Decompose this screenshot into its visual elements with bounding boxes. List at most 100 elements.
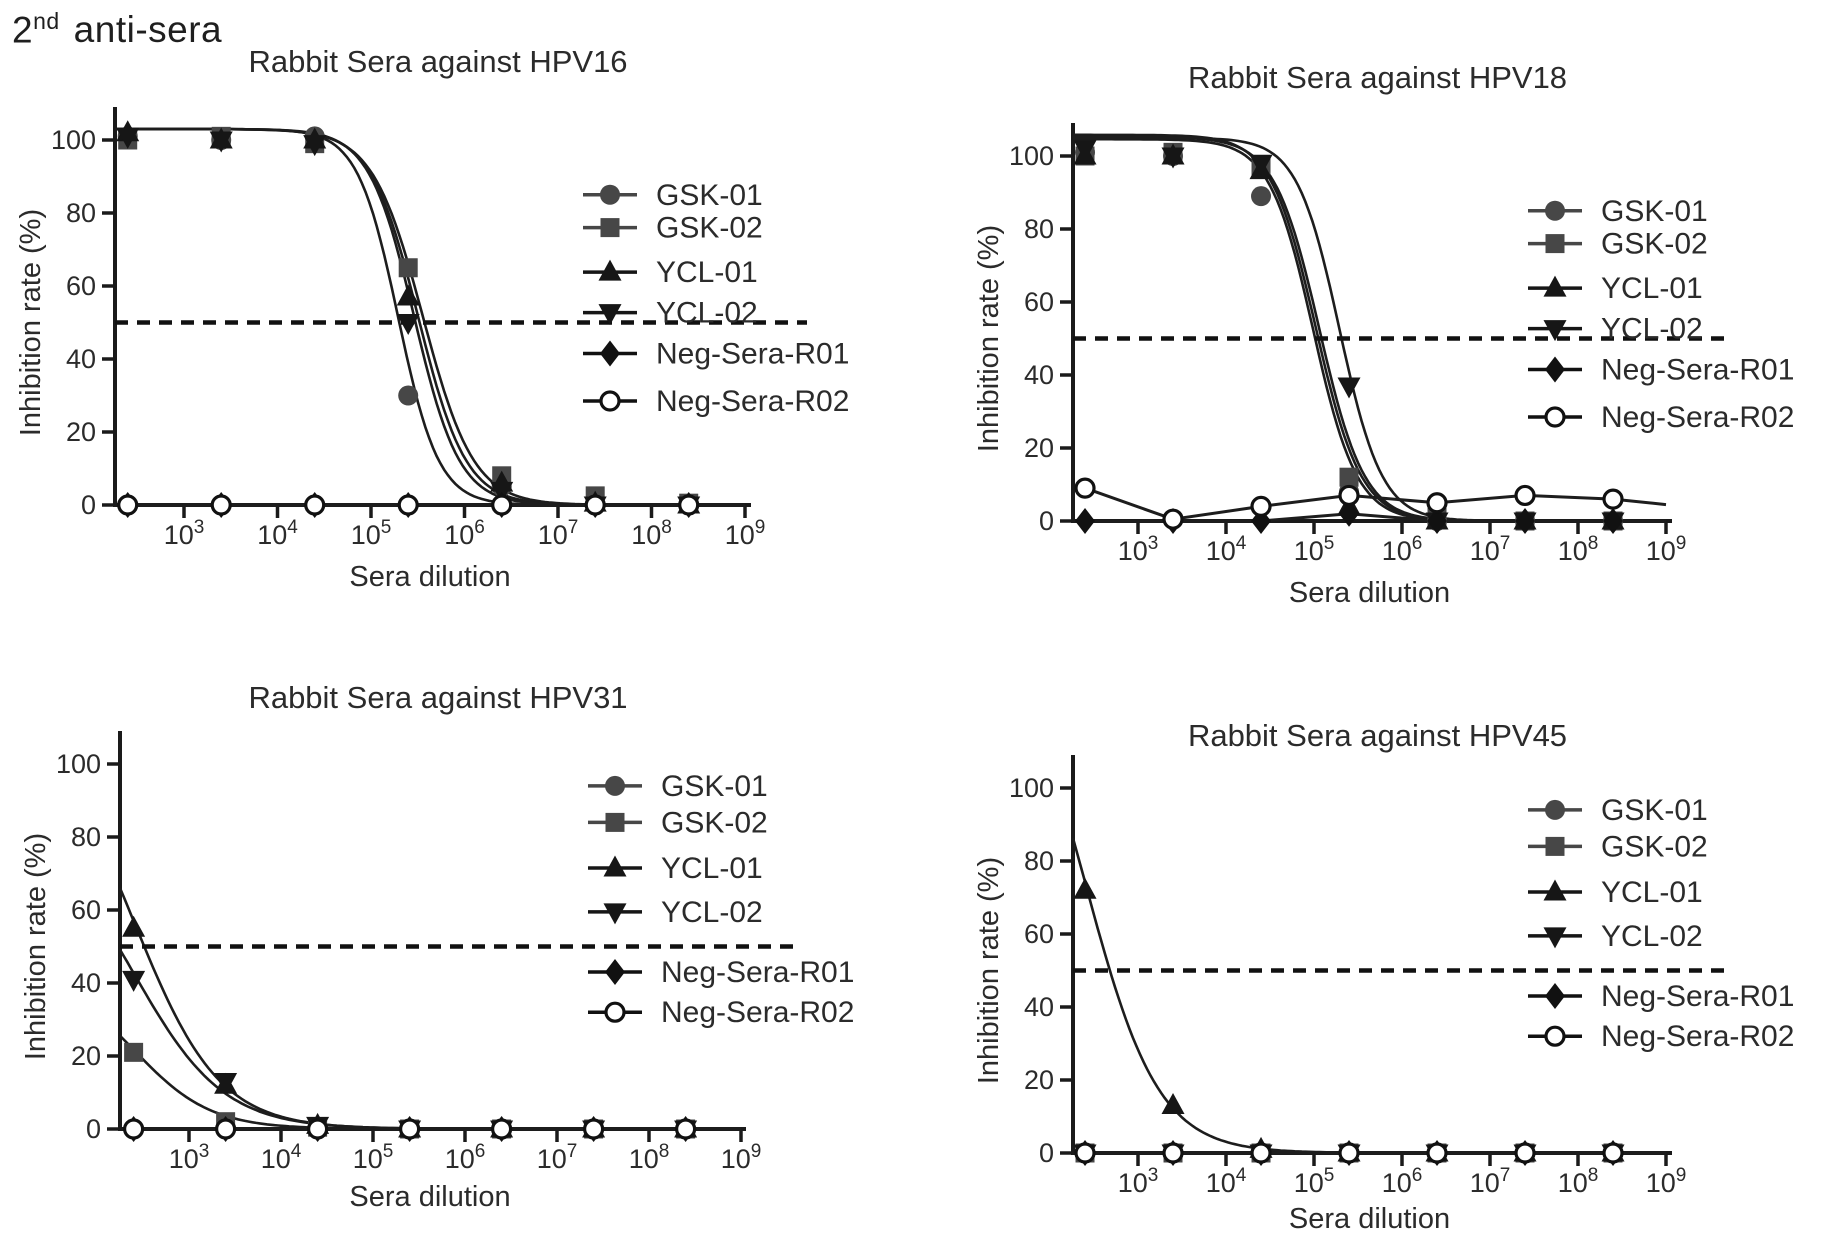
legend-label: YCL-02 [1601, 313, 1703, 346]
series-markers [1073, 140, 1625, 534]
x-tick-label: 109 [1646, 1165, 1687, 1198]
markers-Neg-Sera-R02 [1074, 1142, 1624, 1164]
x-tick-label: 107 [1470, 1165, 1511, 1198]
legend-label: YCL-01 [661, 852, 763, 885]
x-tick-label: 106 [1382, 1165, 1423, 1198]
legend-item-GSK-02: GSK-02 [1528, 830, 1708, 863]
legend-label: YCL-02 [661, 896, 763, 929]
curve-YCL-02 [118, 949, 739, 1131]
legend-item-Neg-Sera-R02: Neg-Sera-R02 [1528, 401, 1794, 434]
series-curves [118, 887, 741, 1131]
x-tick-label: 103 [164, 517, 205, 550]
legend-item-YCL-01: YCL-01 [583, 256, 758, 289]
legend-item-YCL-02: YCL-02 [1528, 313, 1703, 346]
markers-Neg-Sera-R02 [1074, 477, 1624, 530]
legend-label: GSK-01 [656, 179, 763, 212]
x-axis-label: Sera dilution [1289, 1203, 1450, 1235]
legend-item-GSK-01: GSK-01 [1528, 794, 1708, 827]
markers-Neg-Sera-R02 [117, 494, 700, 516]
legend-label: GSK-02 [656, 212, 763, 245]
figure-label-number: 2 [12, 9, 34, 51]
legend-item-GSK-02: GSK-02 [1528, 228, 1708, 261]
y-tick-label: 20 [66, 417, 96, 447]
legend-item-GSK-02: GSK-02 [588, 806, 768, 839]
legend-item-Neg-Sera-R01: Neg-Sera-R01 [1528, 980, 1794, 1013]
legend-label: GSK-02 [661, 806, 768, 839]
y-tick-label: 0 [81, 490, 96, 520]
chart-title: Rabbit Sera against HPV18 [1188, 60, 1567, 95]
figure-label: 2nd anti-sera [12, 8, 222, 51]
legend-item-Neg-Sera-R02: Neg-Sera-R02 [588, 996, 854, 1029]
curve-YCL-01 [115, 127, 744, 507]
x-tick-label: 104 [1206, 533, 1247, 566]
legend-item-Neg-Sera-R01: Neg-Sera-R01 [1528, 354, 1794, 387]
curve-GSK-02 [115, 127, 744, 507]
series-markers [122, 915, 698, 1142]
legend-item-GSK-02: GSK-02 [583, 212, 763, 245]
legend-item-YCL-02: YCL-02 [1528, 920, 1703, 953]
legend-label: Neg-Sera-R01 [656, 338, 849, 371]
legend-label: Neg-Sera-R02 [656, 385, 849, 418]
y-axis-label: Inhibition rate (%) [973, 857, 1005, 1084]
x-tick-label: 104 [257, 517, 298, 550]
x-tick-label: 107 [537, 1141, 578, 1174]
y-tick-label: 60 [1024, 287, 1054, 317]
legend-label: Neg-Sera-R02 [1601, 401, 1794, 434]
y-tick-label: 80 [71, 822, 101, 852]
axes: 103 104 105 106 107 108 109 0 20 40 60 80 100 [56, 731, 761, 1174]
chart-hpv16: Rabbit Sera against HPV16 103 104 105 106 107… [15, 44, 849, 593]
y-tick-label: 80 [1024, 846, 1054, 876]
x-tick-label: 108 [631, 517, 672, 550]
chart-title: Rabbit Sera against HPV16 [248, 44, 627, 79]
y-tick-label: 0 [86, 1114, 101, 1144]
x-tick-label: 109 [1646, 533, 1687, 566]
legend-item-YCL-01: YCL-01 [588, 852, 763, 885]
x-tick-label: 108 [1558, 1165, 1599, 1198]
axes: 103 104 105 106 107 108 109 0 20 40 60 80 100 [1009, 123, 1686, 566]
y-tick-label: 100 [1009, 141, 1054, 171]
x-axis-label: Sera dilution [1289, 577, 1450, 609]
x-tick-label: 104 [1206, 1165, 1247, 1198]
x-tick-label: 103 [169, 1141, 210, 1174]
x-tick-label: 105 [351, 517, 392, 550]
y-tick-label: 20 [1024, 1065, 1054, 1095]
legend-label: YCL-01 [1601, 876, 1703, 909]
x-tick-label: 107 [1470, 533, 1511, 566]
y-tick-label: 20 [71, 1041, 101, 1071]
legend-label: GSK-02 [1601, 228, 1708, 261]
legend-label: YCL-02 [1601, 920, 1703, 953]
x-tick-label: 106 [1382, 533, 1423, 566]
chart-hpv45: Rabbit Sera against HPV45 103 104 105 106 107… [973, 718, 1794, 1235]
curve-GSK-01 [115, 127, 744, 507]
figure-label-superscript: nd [33, 8, 60, 34]
legend-label: GSK-01 [661, 770, 768, 803]
y-axis-label: Inhibition rate (%) [15, 209, 47, 436]
legend-label: Neg-Sera-R02 [661, 996, 854, 1029]
series-curves [1071, 837, 1666, 1155]
legend-label: YCL-01 [656, 256, 758, 289]
x-tick-label: 105 [1294, 533, 1335, 566]
line-Neg-Sera-R02 [1084, 486, 1667, 521]
chart-title: Rabbit Sera against HPV31 [248, 680, 627, 715]
series-curves [1073, 133, 1667, 523]
legend-label: Neg-Sera-R01 [1601, 980, 1794, 1013]
x-tick-label: 109 [725, 517, 766, 550]
legend-label: Neg-Sera-R01 [1601, 354, 1794, 387]
y-tick-label: 0 [1039, 506, 1054, 536]
legend-item-Neg-Sera-R01: Neg-Sera-R01 [588, 956, 854, 989]
legend-item-GSK-01: GSK-01 [583, 179, 763, 212]
legend-label: GSK-02 [1601, 830, 1708, 863]
y-tick-label: 80 [66, 198, 96, 228]
legend-label: YCL-01 [1601, 272, 1703, 305]
figure-label-text: anti-sera [73, 9, 223, 51]
legend-item-Neg-Sera-R02: Neg-Sera-R02 [583, 385, 849, 418]
y-tick-label: 100 [51, 125, 96, 155]
y-axis-label: Inhibition rate (%) [20, 833, 52, 1060]
x-axis-label: Sera dilution [349, 561, 510, 593]
y-tick-label: 60 [71, 895, 101, 925]
x-axis-label: Sera dilution [349, 1181, 510, 1213]
y-tick-label: 40 [1024, 992, 1054, 1022]
